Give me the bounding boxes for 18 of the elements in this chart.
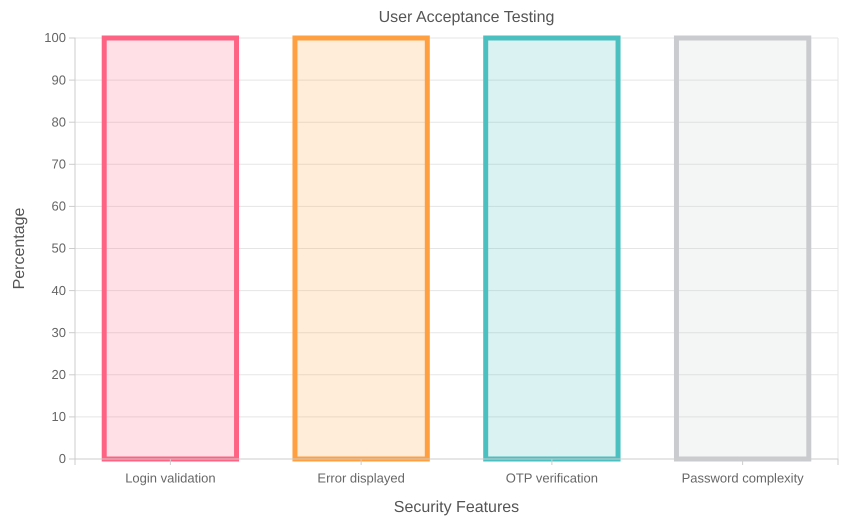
y-tick-label: 10 [52, 409, 66, 424]
x-tick-label: OTP verification [506, 470, 598, 486]
y-tick-label: 40 [52, 282, 66, 298]
y-tick-label: 90 [52, 72, 66, 88]
x-axis-title: Security Features [394, 499, 520, 516]
y-tick-label: 50 [52, 240, 66, 256]
y-axis-title: Percentage [11, 207, 28, 290]
y-tick-label: 30 [52, 324, 66, 340]
y-tick-label: 0 [58, 451, 66, 466]
y-tick-label: 100 [44, 30, 66, 46]
x-tick-label: Error displayed [317, 470, 405, 486]
y-tick-label: 60 [52, 198, 66, 214]
y-tick-label: 20 [52, 366, 66, 382]
x-tick-label: Password complexity [682, 470, 804, 486]
chart-title: User Acceptance Testing [378, 9, 554, 26]
y-tick-label: 70 [52, 156, 66, 172]
y-tick-label: 80 [52, 114, 66, 130]
x-tick-label: Login validation [125, 470, 216, 486]
